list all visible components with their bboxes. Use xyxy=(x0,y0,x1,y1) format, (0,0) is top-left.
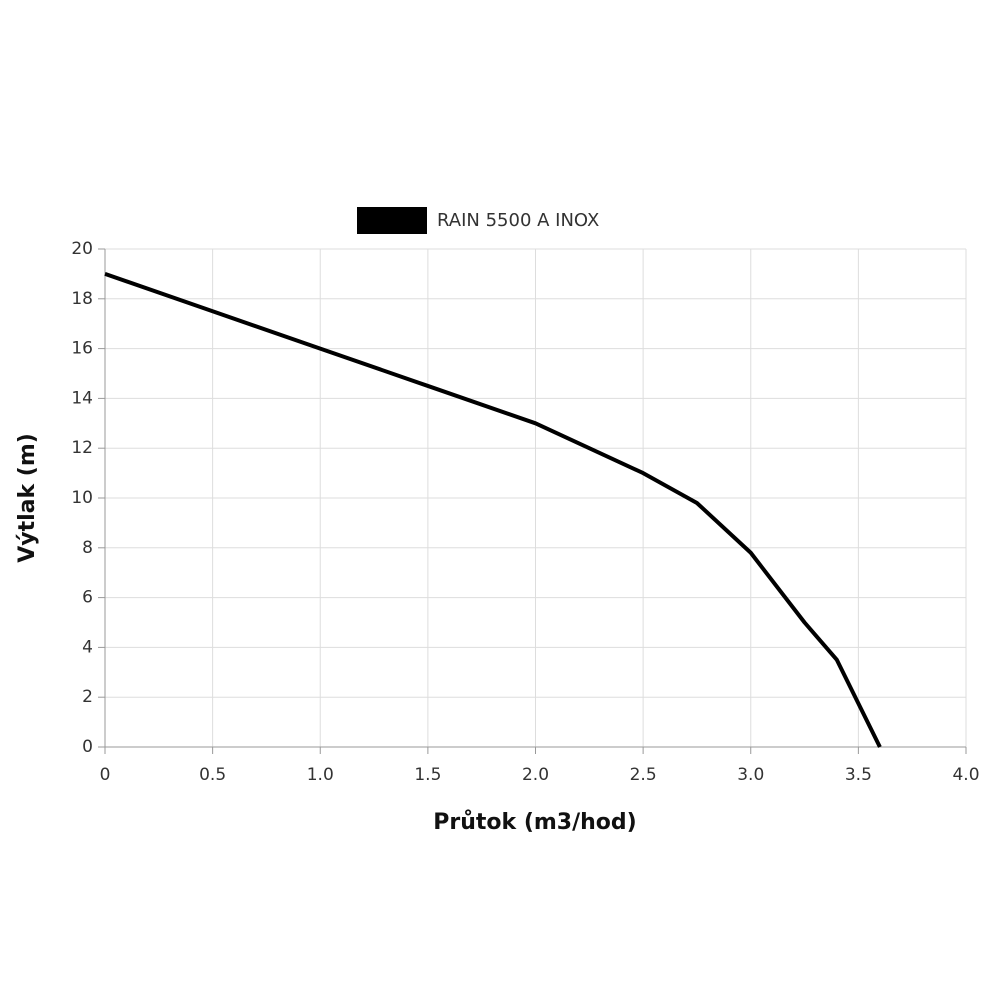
y-axis-title: Výtlak (m) xyxy=(15,433,40,563)
x-tick-label: 2.0 xyxy=(522,765,549,785)
x-tick-label: 4.0 xyxy=(952,765,979,785)
y-tick-label: 4 xyxy=(82,637,93,657)
x-axis-title: Průtok (m3/hod) xyxy=(433,810,636,835)
data-line xyxy=(104,272,882,748)
y-tick-label: 20 xyxy=(71,239,93,259)
legend-swatch xyxy=(357,207,427,234)
y-tick-label: 12 xyxy=(71,438,93,458)
x-tick-label: 0 xyxy=(100,765,111,785)
y-tick-label: 14 xyxy=(71,388,93,408)
y-tick-label: 16 xyxy=(71,339,93,359)
x-tick-label: 3.5 xyxy=(845,765,872,785)
x-tick-label: 2.5 xyxy=(630,765,657,785)
x-tick-label: 3.0 xyxy=(737,765,764,785)
y-tick-label: 8 xyxy=(82,538,93,558)
x-tick-label: 1.5 xyxy=(414,765,441,785)
legend-label: RAIN 5500 A INOX xyxy=(437,210,599,231)
y-tick-label: 18 xyxy=(71,289,93,309)
y-tick-label: 2 xyxy=(82,687,93,707)
x-tick-label: 0.5 xyxy=(199,765,226,785)
y-tick-label: 0 xyxy=(82,737,93,757)
x-tick-label: 1.0 xyxy=(307,765,334,785)
y-tick-label: 6 xyxy=(82,588,93,608)
y-tick-label: 10 xyxy=(71,488,93,508)
